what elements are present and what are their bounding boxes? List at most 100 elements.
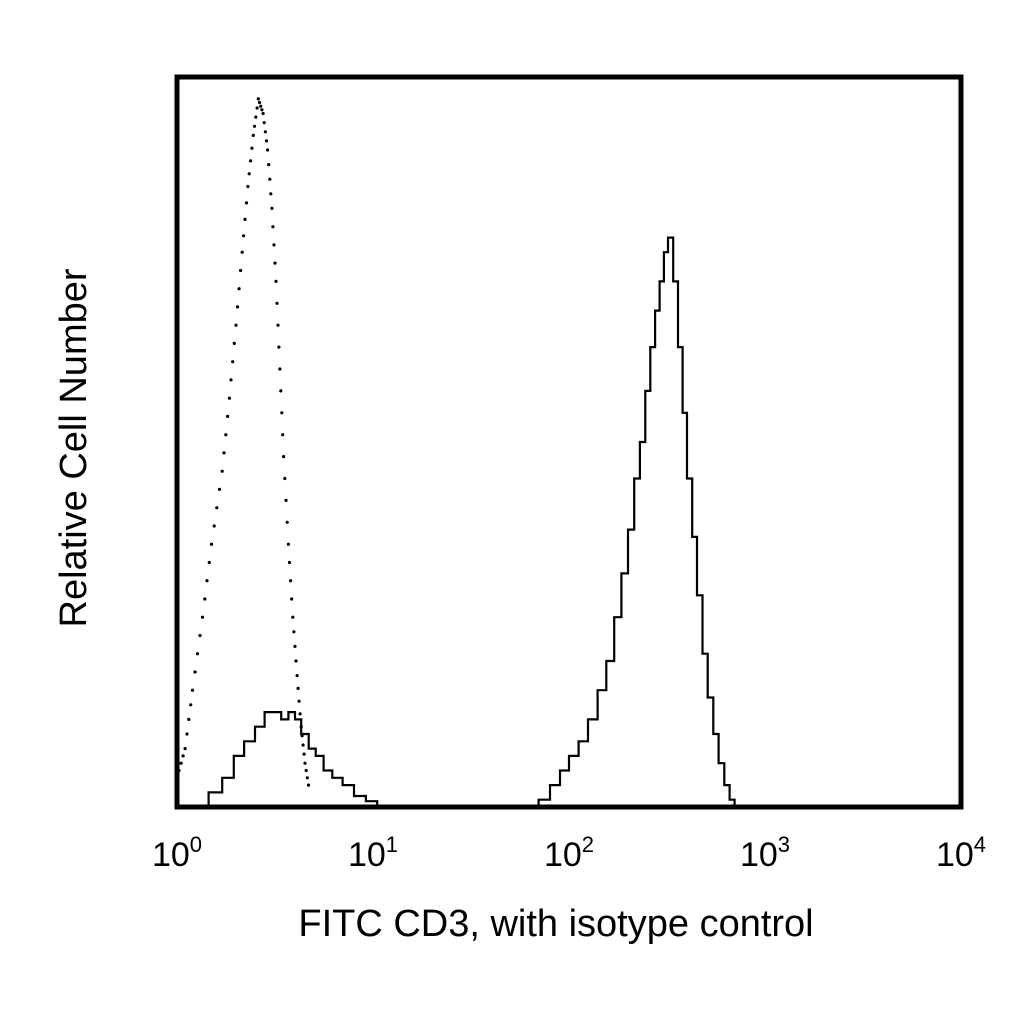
data-point xyxy=(246,184,250,189)
data-point xyxy=(281,433,285,437)
data-point xyxy=(294,659,298,663)
data-point xyxy=(282,455,286,459)
data-point xyxy=(217,487,222,491)
x-tick-label: 104 xyxy=(936,832,986,874)
data-point xyxy=(276,323,280,327)
x-axis-title: FITC CD3, with isotype control xyxy=(298,903,813,945)
data-point xyxy=(304,768,308,773)
data-point xyxy=(291,615,295,619)
data-point xyxy=(259,104,263,108)
data-point xyxy=(261,111,265,116)
data-point xyxy=(190,688,195,692)
data-point xyxy=(234,323,238,327)
x-tick-label: 100 xyxy=(152,832,202,874)
x-tick-label: 103 xyxy=(740,832,790,874)
data-point xyxy=(280,411,284,415)
data-point xyxy=(262,121,266,125)
data-point xyxy=(187,717,191,722)
data-point xyxy=(212,524,216,528)
data-point xyxy=(251,133,255,137)
data-point xyxy=(193,670,197,674)
data-point xyxy=(275,301,279,305)
data-point xyxy=(181,754,185,758)
data-point xyxy=(271,225,275,229)
data-point xyxy=(215,506,219,510)
data-point xyxy=(243,217,247,221)
data-point xyxy=(252,124,257,128)
data-point xyxy=(272,243,276,247)
data-point xyxy=(273,261,277,265)
data-point xyxy=(295,674,299,678)
data-point xyxy=(229,378,233,382)
data-point xyxy=(256,97,260,101)
data-point xyxy=(203,597,207,601)
data-point xyxy=(244,201,249,205)
cd3-series-line xyxy=(528,236,736,809)
data-point xyxy=(293,644,297,649)
data-point xyxy=(287,560,292,565)
data-point xyxy=(249,159,253,163)
data-point xyxy=(306,783,311,787)
data-point xyxy=(195,652,200,656)
data-point xyxy=(235,305,240,309)
series-layer xyxy=(175,97,736,809)
data-point xyxy=(269,192,273,196)
data-point xyxy=(227,396,231,400)
x-tick-label: 102 xyxy=(544,832,594,874)
data-point xyxy=(296,686,300,691)
data-point xyxy=(224,433,228,437)
isotype-control-series xyxy=(175,97,311,787)
data-point xyxy=(263,130,267,134)
data-point xyxy=(231,360,235,364)
data-point xyxy=(237,287,241,291)
data-point xyxy=(205,579,209,583)
data-point xyxy=(289,579,293,583)
data-point xyxy=(177,768,181,773)
data-point xyxy=(270,206,274,210)
data-point xyxy=(198,633,202,638)
data-point xyxy=(185,732,189,736)
data-point xyxy=(226,414,230,418)
data-point xyxy=(274,279,278,283)
data-point xyxy=(257,100,262,105)
data-point xyxy=(207,560,211,565)
data-point xyxy=(285,520,289,524)
data-point xyxy=(292,630,296,634)
data-point xyxy=(183,747,187,751)
data-point xyxy=(277,345,281,349)
data-point xyxy=(200,615,205,619)
data-point xyxy=(267,163,271,167)
data-point xyxy=(266,148,270,152)
data-point xyxy=(298,712,302,716)
data-point xyxy=(283,476,287,481)
y-axis-title: Relative Cell Number xyxy=(53,268,95,627)
x-tick-label: 101 xyxy=(348,832,398,874)
data-point xyxy=(279,389,283,393)
data-point xyxy=(254,115,258,119)
data-point xyxy=(239,268,243,273)
data-point xyxy=(220,469,224,473)
data-point xyxy=(305,776,309,780)
data-point xyxy=(255,106,259,110)
data-point xyxy=(260,108,264,112)
data-point xyxy=(268,177,272,181)
data-point xyxy=(240,250,244,254)
data-point xyxy=(232,341,236,345)
data-point xyxy=(242,234,246,238)
data-point xyxy=(247,172,251,176)
plot-frame xyxy=(174,74,964,810)
data-point xyxy=(264,139,269,143)
data-point xyxy=(209,542,214,546)
cd3-series-line xyxy=(196,711,379,809)
data-point xyxy=(189,703,193,707)
x-tick-labels: 100 101 102 103 104 xyxy=(152,832,986,874)
data-point xyxy=(297,699,301,703)
data-point xyxy=(302,752,306,756)
data-point xyxy=(303,761,307,765)
data-point xyxy=(301,743,305,747)
data-point xyxy=(222,451,226,455)
data-point xyxy=(278,367,282,371)
data-point xyxy=(250,146,254,150)
